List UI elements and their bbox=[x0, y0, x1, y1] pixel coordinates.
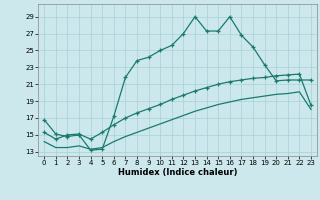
X-axis label: Humidex (Indice chaleur): Humidex (Indice chaleur) bbox=[118, 168, 237, 177]
